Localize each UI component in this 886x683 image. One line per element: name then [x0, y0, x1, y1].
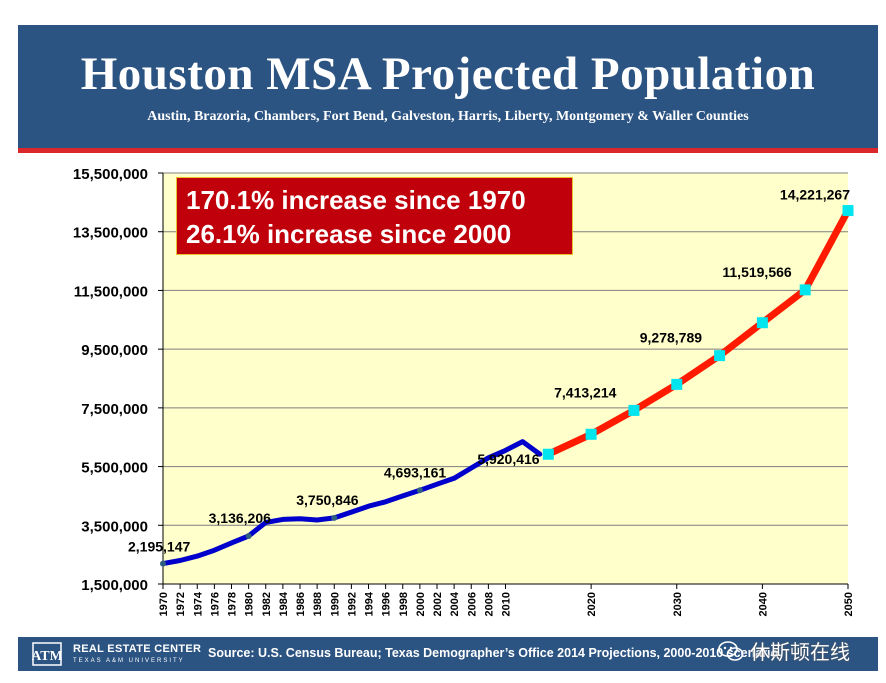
x-tick-label: 1970: [158, 592, 170, 616]
x-tick-label: 2040: [757, 592, 769, 616]
x-tick-label: 1982: [261, 592, 273, 616]
x-tick-label: 1990: [329, 592, 341, 616]
y-tick-label: 9,500,000: [81, 342, 148, 359]
callout-line-2: 26.1% increase since 2000: [186, 219, 512, 249]
historical-series-line: [160, 439, 543, 567]
projected-series-line: [544, 207, 852, 458]
x-tick-label: 2002: [432, 592, 444, 616]
projected-data-point: [671, 378, 683, 390]
x-tick-label: 1988: [312, 592, 324, 616]
data-point: [331, 514, 338, 521]
y-tick-label: 3,500,000: [81, 518, 148, 535]
atm-logo-icon: ATM: [32, 642, 62, 666]
y-tick-label: 5,500,000: [81, 460, 148, 477]
data-label: 4,693,161: [384, 464, 446, 480]
page-title: Houston MSA Projected Population: [80, 48, 816, 100]
data-label: 5,920,416: [477, 451, 539, 467]
x-tick-label: 1994: [364, 591, 376, 616]
watermark: 休斯顿在线: [718, 636, 850, 665]
y-tick-label: 11,500,000: [74, 283, 148, 300]
wechat-icon: [718, 640, 744, 661]
x-tick-label: 1972: [175, 592, 187, 616]
projected-data-point: [628, 404, 640, 416]
data-label: 11,519,566: [722, 264, 792, 280]
x-tick-label: 2020: [586, 592, 598, 616]
x-tick-label: 1998: [398, 592, 410, 616]
projected-data-point: [714, 350, 726, 362]
data-point: [160, 560, 166, 567]
x-tick-label: 2006: [466, 592, 478, 616]
x-tick-label: 1980: [244, 592, 256, 616]
projected-data-point: [756, 317, 768, 329]
y-tick-label: 7,500,000: [81, 401, 148, 418]
data-label: 3,750,846: [296, 492, 358, 508]
data-label: 14,221,267: [780, 187, 850, 203]
y-tick-label: 13,500,000: [73, 225, 148, 242]
x-tick-label: 1976: [209, 592, 221, 616]
x-tick-label: 1986: [295, 592, 307, 616]
data-label: 7,413,214: [554, 384, 616, 400]
projected-data-point: [799, 284, 811, 296]
x-tick-label: 1996: [381, 592, 393, 616]
projected-data-point: [585, 428, 597, 440]
x-tick-label: 1978: [227, 592, 239, 616]
x-tick-label: 2000: [415, 592, 427, 616]
y-tick-label: 1,500,000: [81, 577, 148, 594]
svg-text:ATM: ATM: [32, 649, 62, 664]
org-subtitle: TEXAS A&M UNIVERSITY: [73, 658, 185, 664]
data-label: 2,195,147: [128, 539, 190, 555]
projected-data-point: [842, 205, 854, 217]
projected-data-point: [542, 448, 554, 460]
data-point: [245, 532, 252, 539]
x-tick-label: 2030: [672, 592, 684, 616]
watermark-text: 休斯顿在线: [750, 642, 850, 664]
y-tick-label: 15,500,000: [73, 166, 148, 183]
x-tick-label: 1984: [278, 591, 290, 616]
x-tick-label: 2004: [449, 591, 461, 616]
page-subtitle: Austin, Brazoria, Chambers, Fort Bend, G…: [147, 109, 749, 124]
x-tick-label: 2050: [843, 592, 855, 616]
callout-line-1: 170.1% increase since 1970: [186, 185, 526, 215]
data-label: 3,136,206: [209, 510, 271, 526]
data-point: [416, 487, 423, 494]
source-note: Source: U.S. Census Bureau; Texas Demogr…: [208, 646, 779, 660]
x-tick-label: 2010: [501, 592, 513, 616]
x-tick-label: 1974: [192, 591, 204, 616]
x-tick-label: 2008: [483, 592, 495, 616]
header-banner: Houston MSA Projected Population Austin,…: [18, 25, 878, 153]
data-label: 9,278,789: [640, 330, 702, 346]
x-tick-label: 1992: [346, 592, 358, 616]
callout-box: 170.1% increase since 1970 26.1% increas…: [176, 177, 573, 255]
org-name: REAL ESTATE CENTER: [73, 643, 202, 655]
